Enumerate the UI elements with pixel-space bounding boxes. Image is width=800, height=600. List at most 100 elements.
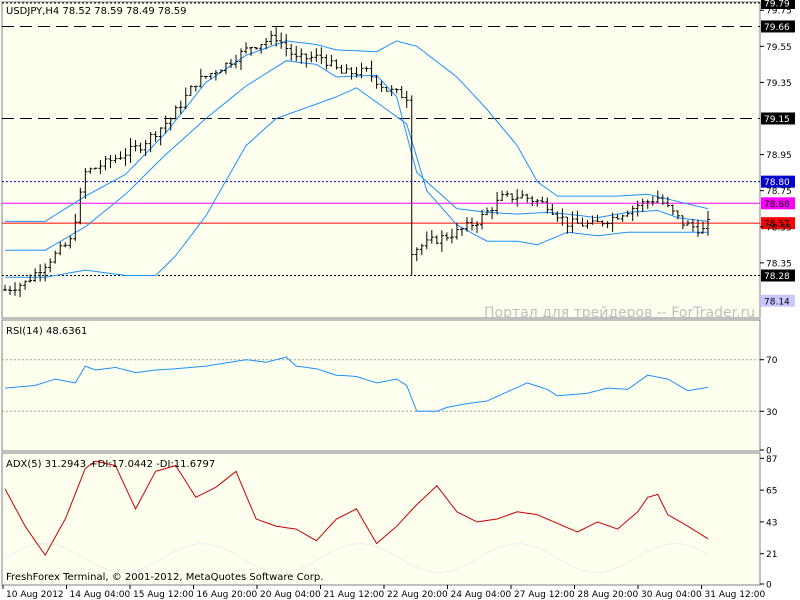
ohlc-bar [635, 200, 640, 217]
ohlc-bar [605, 221, 610, 229]
ohlc-bar [490, 207, 495, 220]
ohlc-bar [690, 218, 695, 232]
ohlc-bar [610, 212, 615, 233]
ohlc-bar [153, 131, 158, 142]
ohlc-bar [384, 86, 389, 92]
ohlc-bar [113, 154, 118, 164]
ohlc-bar [264, 38, 269, 50]
ohlc-bar [83, 168, 88, 199]
ohlc-bar [43, 263, 48, 282]
price-tag-label: 79.79 [764, 0, 790, 10]
price-tag-78.28 [761, 269, 795, 282]
ohlc-bar [685, 220, 690, 226]
rsi-line [4, 356, 709, 412]
ohlc-bar [675, 210, 680, 220]
ohlc-bar [585, 220, 590, 229]
price-header: USDJPY,H4 78.52 78.59 78.49 78.59 [6, 6, 187, 17]
ohlc-bar [339, 64, 344, 74]
ohlc-bar [38, 264, 43, 282]
ohlc-bar [650, 196, 655, 206]
ohlc-bar [444, 232, 449, 241]
ohlc-bar [706, 210, 710, 236]
ohlc-bar [630, 205, 635, 222]
ohlc-bar [88, 167, 93, 174]
ohlc-bar [575, 210, 580, 224]
ohlc-bar [299, 48, 304, 64]
rsi-tick-label: 0 [766, 447, 772, 457]
price-tick-label: 78.75 [766, 187, 792, 197]
price-tick-label: 78.95 [766, 151, 792, 161]
ohlc-bar [424, 231, 429, 250]
ohlc-bar [615, 214, 620, 220]
rsi-axis: 70 30 0 [760, 356, 778, 457]
ohlc-bar [213, 70, 218, 81]
price-tag-78.57 [761, 217, 795, 230]
ohlc-bar [249, 46, 254, 56]
ohlc-bar [183, 87, 188, 110]
ohlc-bar [223, 62, 228, 75]
ohlc-bar [274, 26, 279, 47]
ohlc-bar [545, 197, 550, 214]
price-tick-label: 79.35 [766, 79, 792, 89]
ohlc-bar [540, 196, 545, 203]
ohlc-bar [660, 194, 665, 206]
ohlc-bar [324, 54, 329, 70]
ohlc-bar [550, 204, 555, 216]
ohlc-bar [394, 88, 399, 94]
ohlc-bar [560, 208, 565, 226]
ohlc-bar [208, 72, 213, 80]
ohlc-bar [123, 148, 128, 166]
time-tick-label: 30 Aug 04:00 [641, 590, 702, 600]
time-tick-label: 20 Aug 04:00 [260, 590, 321, 600]
ohlc-bar [665, 196, 670, 208]
ohlc-bar [625, 210, 630, 217]
ohlc-bar [500, 190, 505, 202]
ohlc-bar [319, 47, 324, 65]
price-tick-label: 79.75 [766, 7, 792, 17]
horizontal-levels [2, 2, 760, 276]
ohlc-bar [530, 196, 535, 207]
time-axis: 10 Aug 2012 14 Aug 04:00 15 Aug 12:00 16 Au… [2, 585, 765, 600]
price-tag-78.14 [761, 294, 795, 307]
ohlc-bar [133, 140, 138, 152]
ohlc-bar [284, 33, 289, 57]
price-tick-label: 79.55 [766, 43, 792, 53]
ohlc-bar [429, 229, 434, 244]
adx-di-line [4, 543, 709, 573]
ohlc-bar [203, 75, 208, 79]
price-tick-label: 78.35 [766, 259, 792, 269]
price-tag-label: 78.80 [764, 178, 790, 188]
price-tick-label: 78.55 [766, 223, 792, 233]
price-tag-79.15 [761, 112, 795, 125]
ohlc-bar [409, 95, 414, 276]
ohlc-bar [168, 117, 173, 131]
ohlc-bar [495, 191, 500, 215]
ohlc-bar [480, 209, 485, 230]
adx-tick-label: 43 [766, 518, 777, 528]
ohlc-bar [178, 100, 183, 114]
ohlc-bar [18, 282, 23, 298]
ohlc-bar [535, 198, 540, 207]
ohlc-bar [259, 43, 264, 54]
ohlc-bar [68, 235, 73, 249]
ohlc-bar [655, 190, 660, 203]
time-tick-label: 16 Aug 20:00 [197, 590, 258, 600]
price-tag-79.66 [761, 20, 795, 33]
adx-axis: 87 65 43 21 0 [760, 455, 777, 591]
ohlc-bar [459, 227, 464, 236]
ohlc-bar [23, 280, 28, 290]
price-tag-78.68 [761, 197, 795, 210]
bollinger-upper-line [5, 40, 709, 222]
ohlc-bar [193, 85, 198, 92]
ohlc-bar [53, 250, 58, 264]
ohlc-bar [334, 59, 339, 70]
ohlc-bar [620, 214, 625, 222]
ohlc-bar [233, 54, 238, 69]
price-tag-label: 78.57 [764, 220, 790, 230]
ohlc-bar [485, 207, 490, 216]
price-tag-79.79 [761, 0, 795, 9]
ohlc-bar [354, 66, 359, 78]
ohlc-bar [670, 204, 675, 216]
ohlc-bar [143, 140, 148, 157]
